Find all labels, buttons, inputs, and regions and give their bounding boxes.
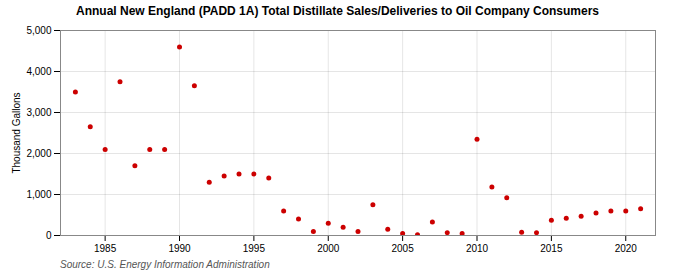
svg-text:1990: 1990: [168, 243, 191, 254]
html-text:Annual New England (PADD 1A) T: Annual New England (PADD 1A) Total Disti…: [76, 4, 599, 18]
svg-text:2020: 2020: [615, 243, 638, 254]
svg-text:2,000: 2,000: [26, 148, 51, 159]
svg-text:2015: 2015: [540, 243, 563, 254]
svg-text:2000: 2000: [317, 243, 340, 254]
svg-text:1985: 1985: [94, 243, 117, 254]
svg-text:3,000: 3,000: [26, 107, 51, 118]
svg-text:5,000: 5,000: [26, 25, 51, 36]
svg-text:0: 0: [46, 230, 52, 241]
svg-text:4,000: 4,000: [26, 66, 51, 77]
svg-text:Thousand Gallons: Thousand Gallons: [11, 92, 22, 173]
svg-text:1995: 1995: [243, 243, 266, 254]
svg-text:1,000: 1,000: [26, 189, 51, 200]
svg-text:2010: 2010: [466, 243, 489, 254]
svg-text:2005: 2005: [392, 243, 415, 254]
html-text:Source: U.S. Energy Informatio: Source: U.S. Energy Information Administ…: [60, 259, 270, 270]
